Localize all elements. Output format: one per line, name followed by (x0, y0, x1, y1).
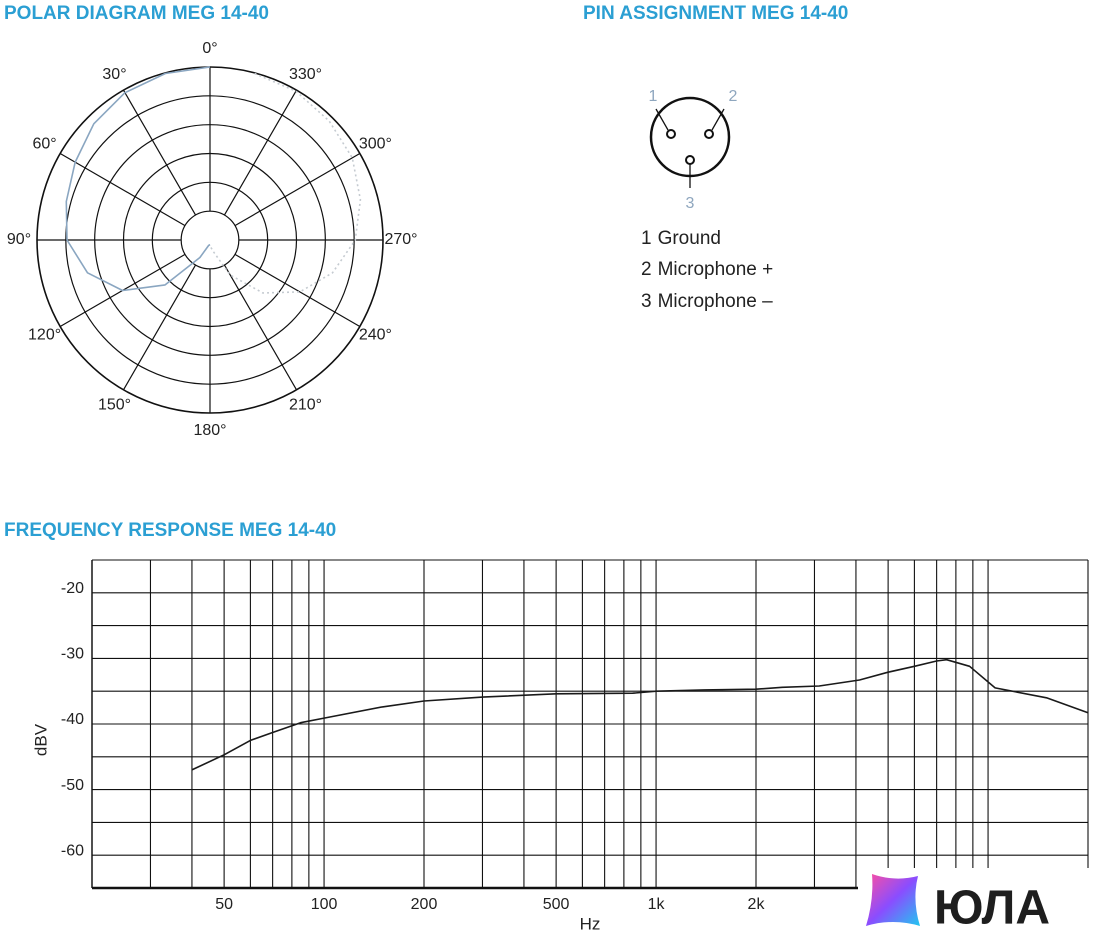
pin-line-number: 2 (641, 259, 652, 280)
pin-line-number: 1 (641, 228, 652, 249)
x-tick-label: 50 (215, 896, 233, 913)
pin-line: 2 Microphone + (641, 259, 773, 280)
angle-label: 240° (359, 327, 392, 344)
angle-label: 180° (193, 422, 226, 439)
pin-line: 1 Ground (641, 228, 721, 249)
angle-label: 300° (359, 136, 392, 153)
y-tick-label: -20 (61, 580, 84, 597)
polar-spoke (223, 264, 298, 391)
polar-spoke (223, 89, 298, 216)
polar-title: POLAR DIAGRAM MEG 14-40 (4, 3, 269, 24)
angle-label: 60° (32, 136, 56, 153)
polar-spoke (59, 152, 186, 227)
charts: 0° 30° 60° 90° 120° 150° 180° 210° 240° 270° 300° 3… (7, 40, 1089, 933)
angle-label: 210° (289, 397, 322, 414)
x-tick-label: 200 (411, 896, 438, 913)
pin-line-function: Ground (658, 228, 721, 249)
y-tick-label: -40 (61, 711, 84, 728)
polar-spoke (234, 152, 361, 227)
pin-hole (704, 129, 714, 139)
connector (649, 96, 731, 188)
angle-label: 120° (28, 327, 61, 344)
pin-hole (666, 129, 676, 139)
x-tick-label: 100 (311, 896, 338, 913)
x-tick-label: 500 (543, 896, 570, 913)
pin-leader (711, 108, 725, 131)
x-tick-label: 1k (648, 896, 666, 913)
angle-label: 30° (102, 66, 126, 83)
angle-label: 330° (289, 66, 322, 83)
pin-number: 3 (686, 195, 695, 212)
polar-curve (209, 72, 362, 294)
y-tick-label: -30 (61, 646, 84, 663)
pin-leader (655, 108, 669, 131)
pin-number: 2 (729, 88, 738, 105)
logo: ЮЛА (858, 868, 1100, 933)
y-axis-label: dBV (31, 723, 50, 756)
x-axis-label: Hz (580, 914, 601, 933)
pin-number: 1 (649, 88, 658, 105)
angle-label: 270° (384, 231, 417, 248)
x-tick-label: 2k (748, 896, 766, 913)
logo-icon (866, 874, 920, 926)
y-tick-label: -60 (61, 842, 84, 859)
pin-line-number: 3 (641, 291, 652, 312)
pin-line: 3 Microphone – (641, 291, 773, 312)
polar-spoke (234, 253, 361, 328)
pin-line-function: Microphone + (658, 259, 774, 280)
polar-spoke (122, 89, 197, 216)
logo-text: ЮЛА (934, 882, 1050, 933)
frequency-title: FREQUENCY RESPONSE MEG 14-40 (4, 520, 336, 541)
angle-label: 150° (98, 397, 131, 414)
response-curve (191, 658, 1089, 771)
angle-label: 90° (7, 231, 31, 248)
angle-label: 0° (202, 40, 217, 57)
pin-title: PIN ASSIGNMENT MEG 14-40 (583, 3, 848, 24)
polar-curve (65, 66, 211, 292)
y-tick-label: -50 (61, 777, 84, 794)
pin-line-function: Microphone – (658, 291, 774, 312)
polar-spoke (122, 264, 197, 391)
